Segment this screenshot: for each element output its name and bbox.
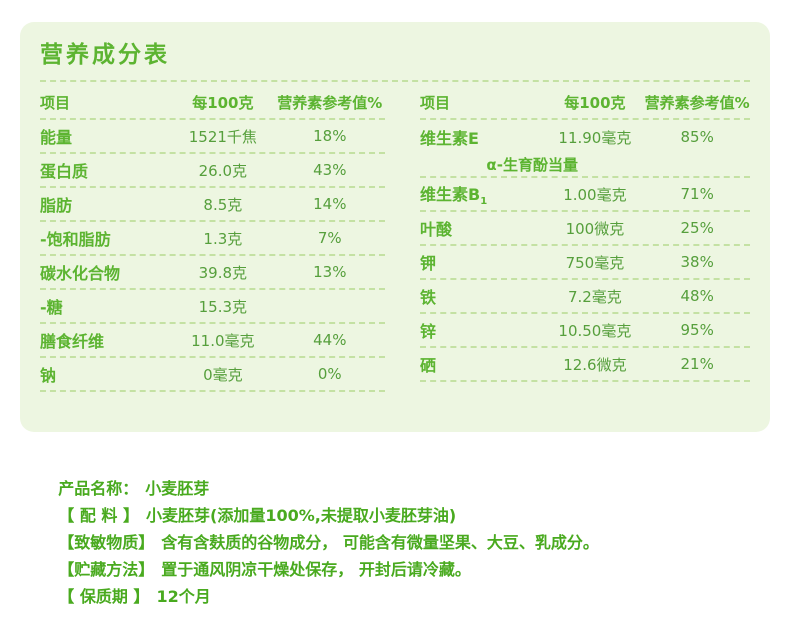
table-row: 蛋白质 26.0克 43%	[40, 154, 385, 188]
table-row: -饱和脂肪 1.3克 7%	[40, 222, 385, 256]
nutrient-amount: 1.00毫克	[563, 185, 627, 204]
nutrient-nrv: 44%	[313, 331, 347, 349]
info-text: 置于通风阴凉干燥处保存， 开封后请冷藏。	[161, 560, 471, 579]
table-row: 维生素B1 1.00毫克 71%	[420, 178, 750, 212]
table-row: 维生素E 11.90毫克 85% α-生育酚当量	[420, 120, 750, 178]
nutrient-name: 脂肪	[40, 196, 73, 215]
nutrient-nrv: 85%	[680, 128, 714, 146]
title-divider	[40, 80, 750, 82]
nutrient-amount: 8.5克	[203, 195, 243, 214]
nutrient-nrv: 14%	[313, 195, 347, 213]
table-row: -糖 15.3克	[40, 290, 385, 324]
nutrient-name: 铁	[420, 288, 437, 307]
nutrient-nrv: 18%	[313, 127, 347, 145]
table-row: 膳食纤维 11.0毫克 44%	[40, 324, 385, 358]
table-row: 脂肪 8.5克 14%	[40, 188, 385, 222]
nutrient-amount: 750毫克	[565, 253, 625, 272]
nutrient-name: 能量	[40, 128, 73, 147]
table-row: 锌 10.50毫克 95%	[420, 314, 750, 348]
allergen-line: 【致敏物质】 含有含麸质的谷物成分， 可能含有微量坚果、大豆、乳成分。	[36, 502, 599, 552]
header-nrv: 营养素参考值%	[277, 93, 383, 112]
info-label: 【 保质期 】	[58, 587, 150, 606]
product-name-line: 产品名称： 小麦胚芽	[36, 448, 599, 498]
table-row: 叶酸 100微克 25%	[420, 212, 750, 246]
nutrient-nrv: 71%	[680, 185, 714, 203]
nutrient-nrv: 0%	[317, 365, 342, 383]
nutrition-table-right: 项目 每100克 营养素参考值% 维生素E 11.90毫克 85% α-生育酚当…	[420, 86, 750, 392]
header-item: 项目	[420, 93, 451, 112]
storage-line: 【贮藏方法】 置于通风阴凉干燥处保存， 开封后请冷藏。	[36, 529, 599, 579]
nutrient-amount: 1521千焦	[188, 127, 257, 146]
table-row: 能量 1521千焦 18%	[40, 120, 385, 154]
header-item: 项目	[40, 93, 71, 112]
nutrient-amount: 39.8克	[198, 263, 248, 282]
info-label: 【贮藏方法】	[58, 560, 155, 579]
nutrient-name: 维生素B1	[420, 184, 488, 208]
header-amount: 每100克	[564, 93, 626, 112]
ingredients-line: 【 配 料 】小麦胚芽(添加量100%,未提取小麦胚芽油)	[36, 475, 599, 525]
nutrient-amount: 0毫克	[203, 365, 243, 384]
table-row: 碳水化合物 39.8克 13%	[40, 256, 385, 290]
nutrient-nrv: 48%	[680, 287, 714, 305]
info-text: 小麦胚芽	[145, 479, 210, 498]
nutrient-nrv: 38%	[680, 253, 714, 271]
nutrient-amount: 11.0毫克	[191, 331, 255, 350]
nutrition-tables: 项目 每100克 营养素参考值% 能量 1521千焦 18% 蛋白质 26.0克…	[40, 86, 750, 392]
info-text: 小麦胚芽(添加量100%,未提取小麦胚芽油)	[146, 506, 457, 525]
table-row: 钾 750毫克 38%	[420, 246, 750, 280]
nutrient-amount: 15.3克	[198, 297, 248, 316]
nutrient-amount: 10.50毫克	[558, 321, 632, 340]
nutrient-name: 蛋白质	[40, 162, 89, 181]
nutrient-name: 膳食纤维	[40, 332, 105, 351]
nutrition-card: 营养成分表 项目 每100克 营养素参考值% 能量 1521千焦 18% 蛋白质…	[20, 22, 770, 432]
nutrient-nrv: 7%	[317, 229, 342, 247]
nutrient-amount: 12.6微克	[563, 355, 627, 374]
nutrient-nrv: 43%	[313, 161, 347, 179]
nutrient-nrv: 13%	[313, 263, 347, 281]
nutrient-amount: 26.0克	[198, 161, 248, 180]
nutrient-name: 维生素E	[420, 129, 479, 148]
table-row: 铁 7.2毫克 48%	[420, 280, 750, 314]
nutrient-amount: 100微克	[565, 219, 625, 238]
nutrient-name: 叶酸	[420, 220, 453, 239]
info-label: 【 配 料 】	[58, 506, 139, 525]
product-info: 产品名称： 小麦胚芽 【 配 料 】小麦胚芽(添加量100%,未提取小麦胚芽油) …	[36, 448, 599, 606]
nutrient-name: 钠	[40, 366, 57, 385]
nutrient-amount: 11.90毫克	[558, 128, 632, 147]
info-text: 含有含麸质的谷物成分， 可能含有微量坚果、大豆、乳成分。	[161, 533, 599, 552]
nutrient-amount: 7.2毫克	[567, 287, 622, 306]
nutrient-nrv: 95%	[680, 321, 714, 339]
nutrient-amount: 1.3克	[203, 229, 243, 248]
header-nrv: 营养素参考值%	[644, 93, 750, 112]
header-amount: 每100克	[192, 93, 254, 112]
info-text: 12个月	[156, 587, 211, 606]
table-row: 硒 12.6微克 21%	[420, 348, 750, 382]
nutrition-table-left: 项目 每100克 营养素参考值% 能量 1521千焦 18% 蛋白质 26.0克…	[40, 86, 385, 392]
info-label: 产品名称：	[58, 479, 139, 498]
nutrient-name: 钾	[420, 254, 437, 273]
nutrient-name: 硒	[420, 356, 437, 375]
vitamin-b1-subscript: 1	[480, 196, 488, 208]
nutrition-title: 营养成分表	[40, 42, 170, 68]
table-header-row: 项目 每100克 营养素参考值%	[420, 86, 750, 120]
table-header-row: 项目 每100克 营养素参考值%	[40, 86, 385, 120]
info-label: 【致敏物质】	[58, 533, 155, 552]
nutrient-name: -糖	[40, 298, 63, 317]
table-row: 钠 0毫克 0%	[40, 358, 385, 392]
nutrient-nrv: 25%	[680, 219, 714, 237]
nutrient-name: 碳水化合物	[40, 264, 121, 283]
vitamin-e-subname: α-生育酚当量	[486, 156, 578, 174]
nutrient-name: -饱和脂肪	[40, 230, 111, 249]
nutrient-nrv: 21%	[680, 355, 714, 373]
nutrient-name: 锌	[420, 322, 437, 341]
